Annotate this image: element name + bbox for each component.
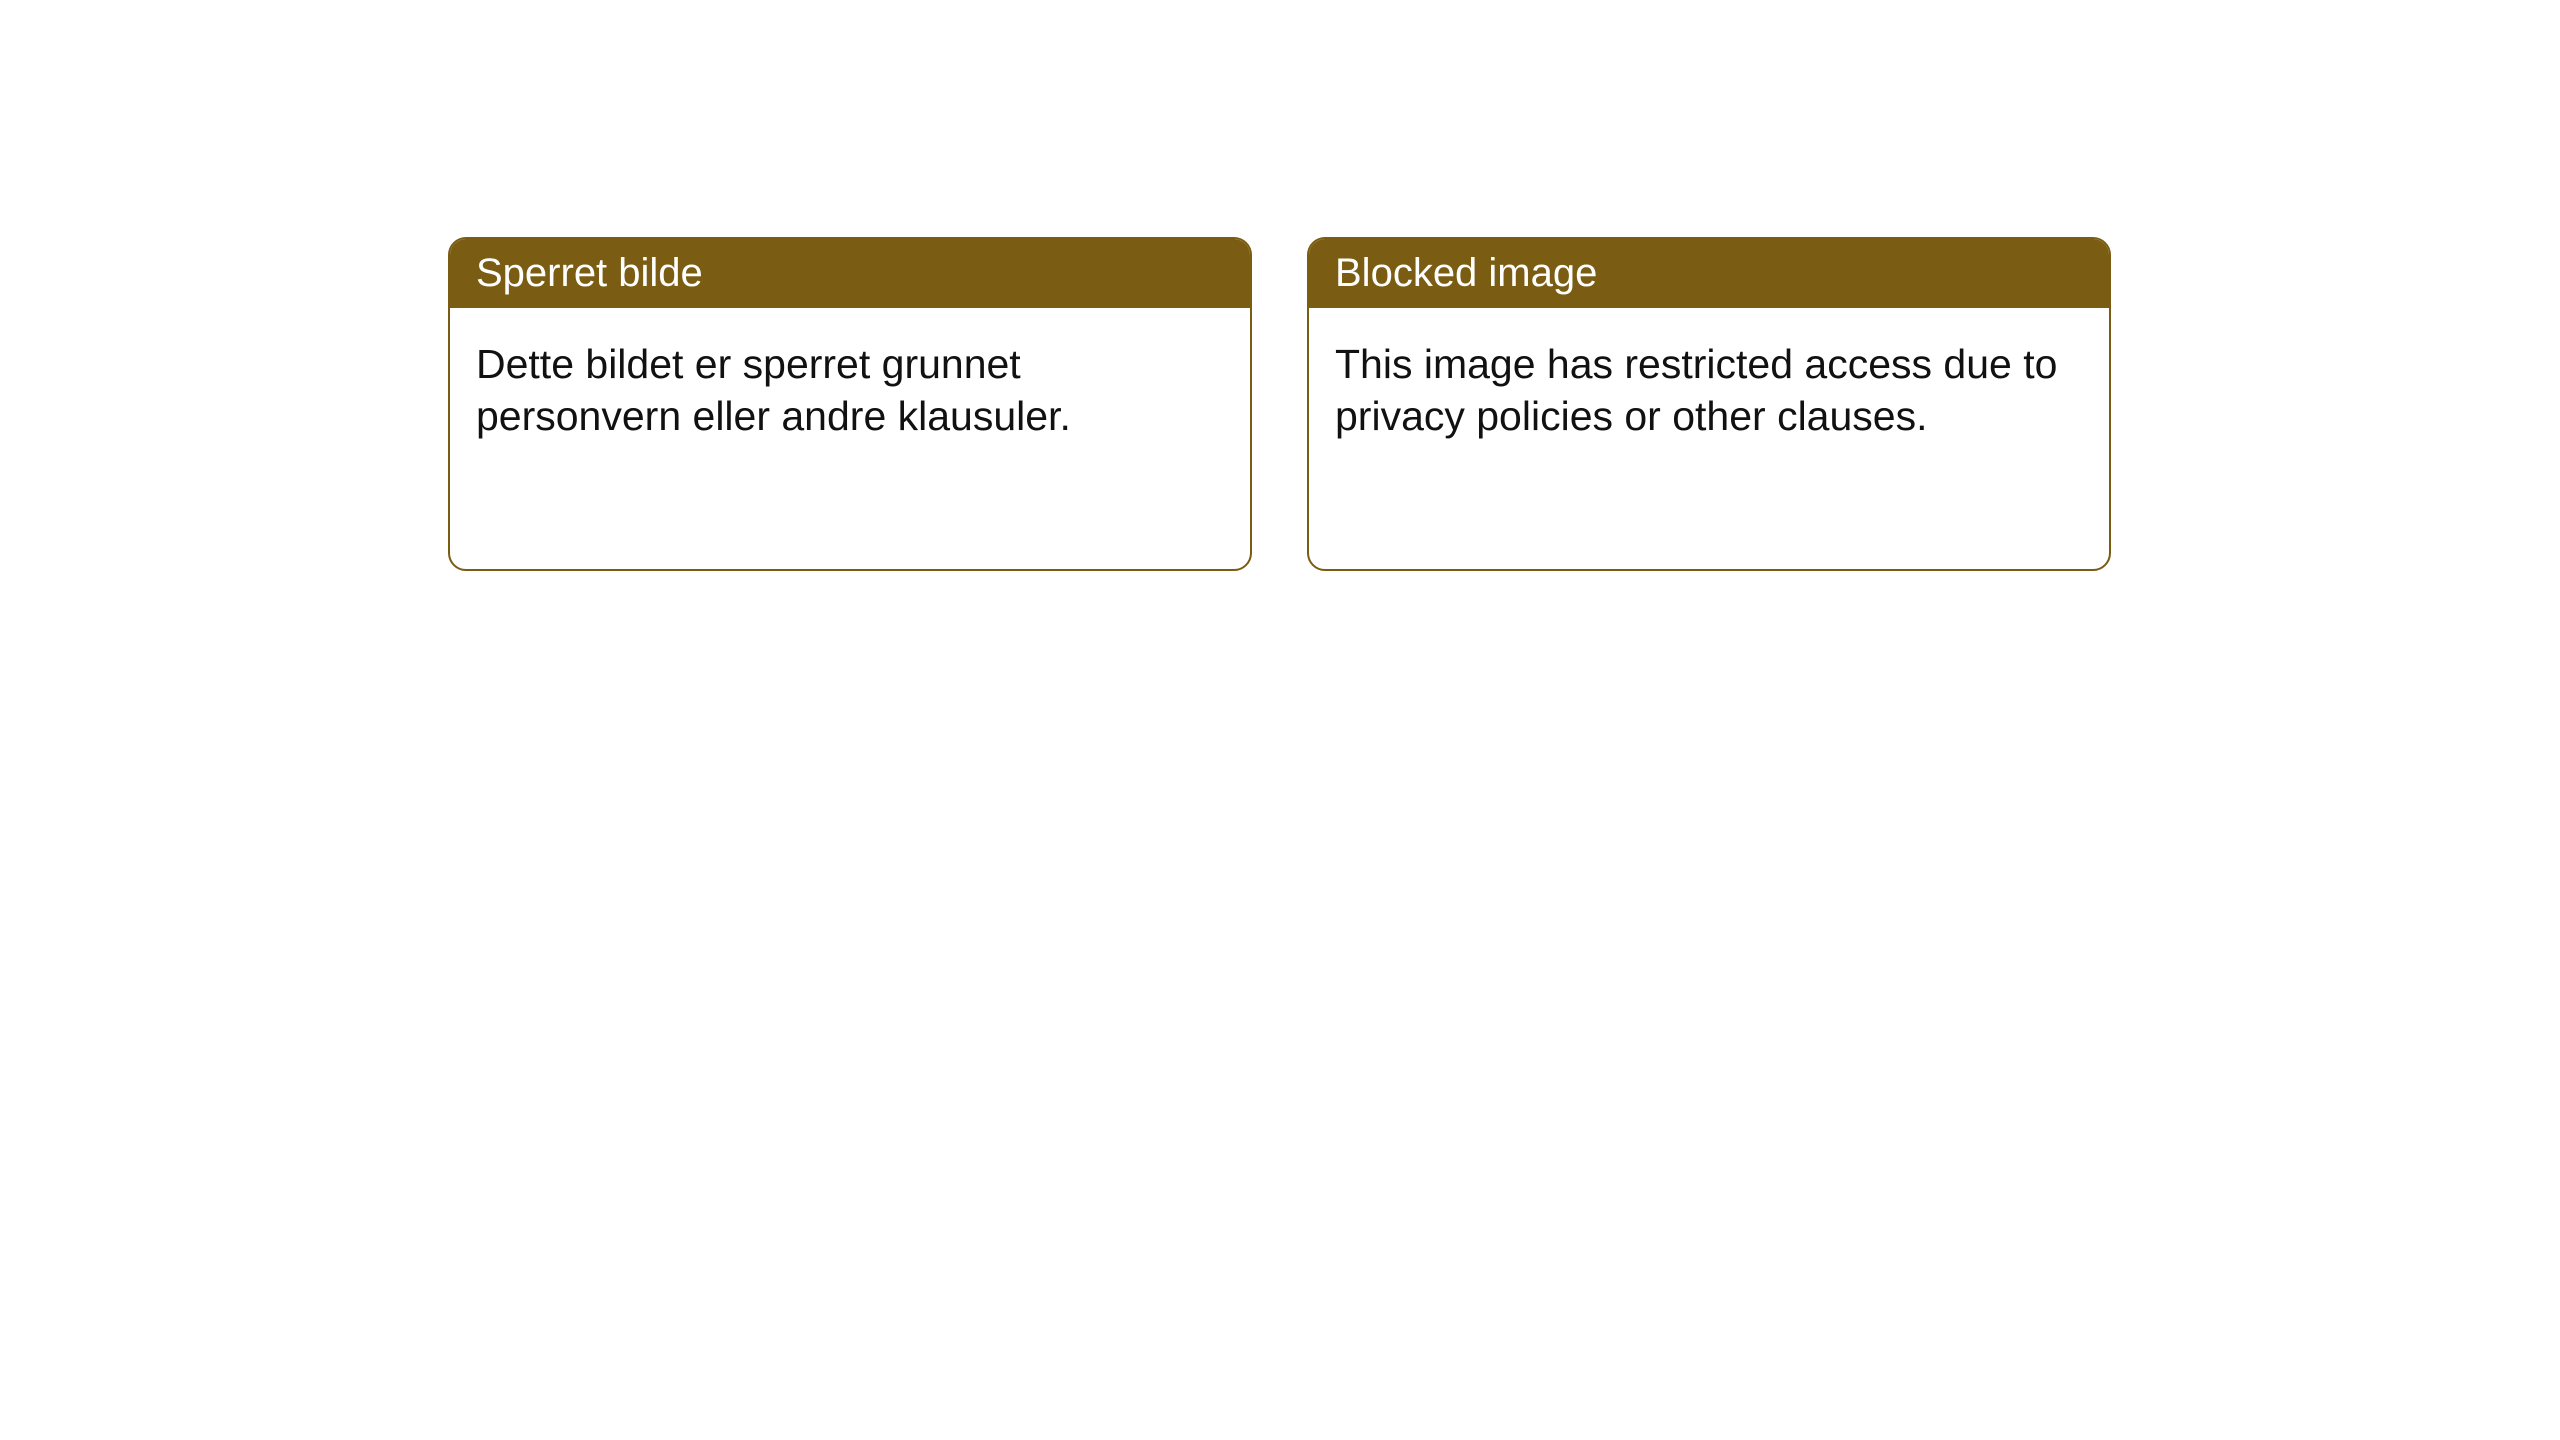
notice-cards-container: Sperret bilde Dette bildet er sperret gr… [448,237,2111,571]
notice-card-english: Blocked image This image has restricted … [1307,237,2111,571]
card-message: This image has restricted access due to … [1335,341,2057,439]
card-header: Blocked image [1309,239,2109,308]
notice-card-norwegian: Sperret bilde Dette bildet er sperret gr… [448,237,1252,571]
card-message: Dette bildet er sperret grunnet personve… [476,341,1071,439]
card-title: Blocked image [1335,251,1597,295]
card-title: Sperret bilde [476,251,703,295]
card-body: Dette bildet er sperret grunnet personve… [450,308,1250,473]
card-body: This image has restricted access due to … [1309,308,2109,473]
card-header: Sperret bilde [450,239,1250,308]
